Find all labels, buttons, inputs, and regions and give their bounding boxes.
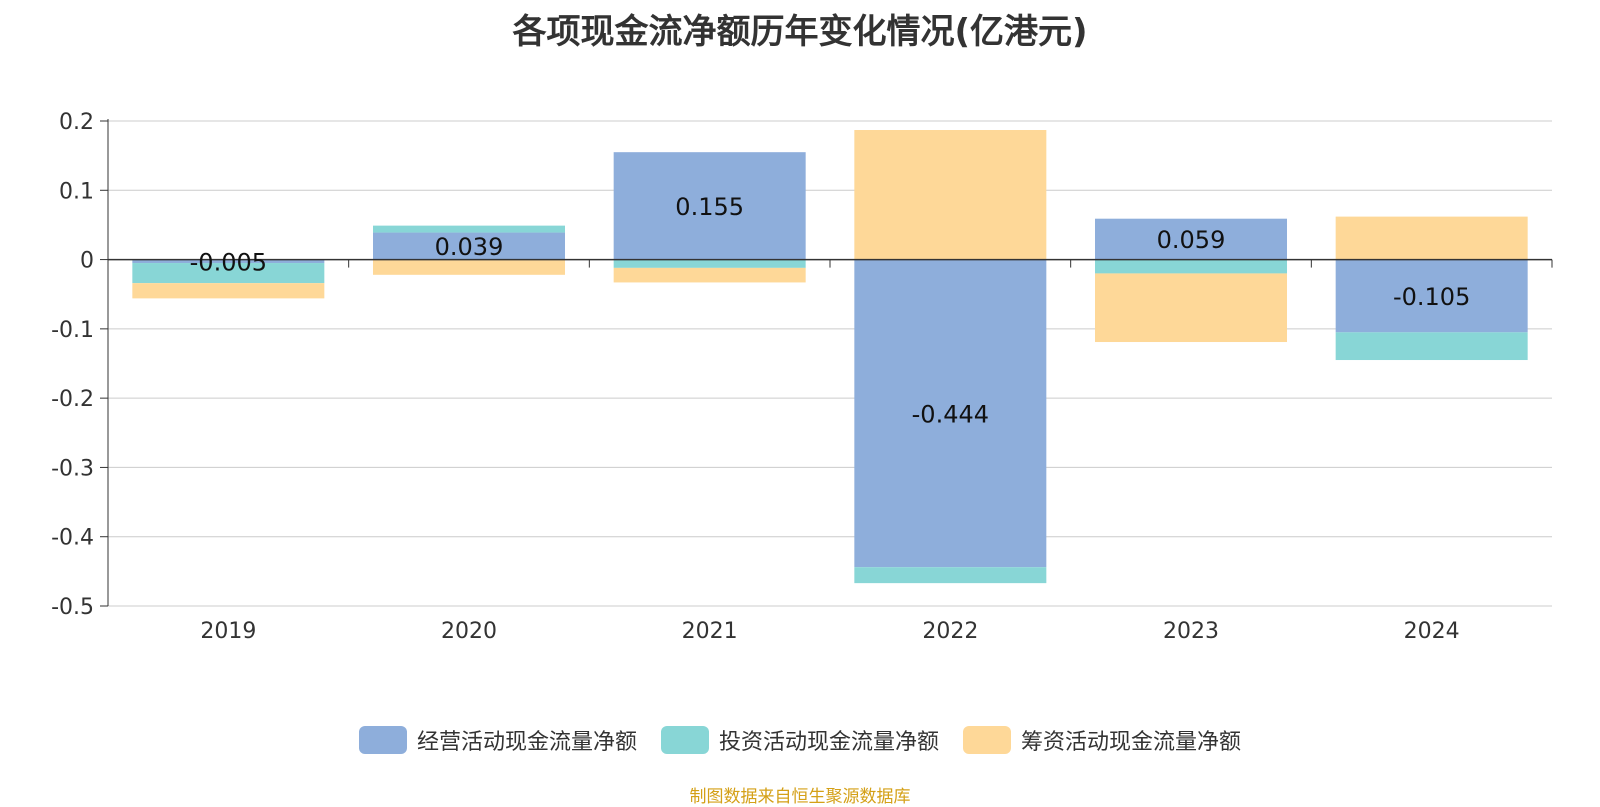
x-tick-label: 2022 — [922, 619, 978, 644]
y-tick-label: -0.2 — [51, 387, 94, 412]
bar-operating-2023 — [1095, 218, 1287, 260]
x-tick-label: 2023 — [1163, 619, 1219, 644]
data-label: -0.444 — [912, 400, 989, 428]
x-tick-label: 2021 — [682, 619, 738, 644]
legend: 经营活动现金流量净额 投资活动现金流量净额 筹资活动现金流量净额 — [0, 724, 1600, 756]
y-tick-label: 0.2 — [59, 110, 94, 135]
bar-investing-2020 — [373, 225, 565, 233]
bar-operating-2020 — [373, 232, 565, 260]
bar-financing-2020 — [373, 259, 565, 275]
data-label: -0.005 — [190, 248, 267, 276]
bar-financing-2019 — [132, 283, 325, 299]
bar-layer — [132, 130, 1528, 584]
grid-layer — [108, 120, 1552, 607]
legend-item-investing[interactable]: 投资活动现金流量净额 — [660, 724, 939, 756]
legend-label-financing: 筹资活动现金流量净额 — [1021, 730, 1242, 755]
x-tick-label: 2019 — [200, 619, 256, 644]
legend-item-operating[interactable]: 经营活动现金流量净额 — [358, 724, 637, 756]
source-note: 制图数据来自恒生聚源数据库 — [689, 787, 911, 807]
axis-layer: 0.2 0.1 0 -0.1 -0.2 -0.3 -0.4 -0.5 2019 2020 2021 2… — [51, 110, 1553, 644]
bar-financing-2024 — [1335, 216, 1528, 260]
bar-operating-2024 — [1335, 259, 1528, 333]
chart-title: 各项现金流净额历年变化情况(亿港元) — [512, 12, 1088, 52]
y-tick-label: -0.4 — [51, 526, 94, 551]
data-label: 0.155 — [675, 193, 744, 221]
bar-financing-2023 — [1095, 273, 1287, 343]
legend-swatch-financing — [963, 726, 1011, 754]
legend-swatch-operating — [358, 726, 407, 754]
bar-investing-2019 — [132, 263, 325, 284]
bar-financing-2021 — [613, 267, 806, 283]
y-tick-label: 0.1 — [59, 179, 94, 204]
label-layer: -0.005 0.039 0.155 -0.444 0.059 -0.105 — [190, 193, 1471, 429]
y-tick-label: -0.5 — [51, 595, 94, 620]
bar-operating-2022 — [854, 259, 1047, 568]
data-label: -0.105 — [1393, 283, 1470, 311]
x-tick-label: 2020 — [441, 619, 497, 644]
bar-operating-2021 — [613, 152, 806, 260]
y-tick-label: 0 — [80, 249, 94, 274]
data-label: 0.059 — [1157, 226, 1226, 254]
bar-investing-2021 — [613, 259, 806, 268]
legend-item-financing[interactable]: 筹资活动现金流量净额 — [963, 724, 1241, 756]
x-tick-label: 2024 — [1404, 619, 1460, 644]
legend-label-operating: 经营活动现金流量净额 — [416, 730, 637, 755]
legend-label-investing: 投资活动现金流量净额 — [718, 730, 939, 755]
bar-investing-2024 — [1335, 332, 1528, 361]
y-tick-label: -0.1 — [51, 318, 94, 343]
bar-investing-2023 — [1095, 259, 1287, 274]
data-label: 0.039 — [435, 233, 504, 261]
bar-financing-2022 — [854, 130, 1047, 260]
y-tick-label: -0.3 — [51, 456, 94, 481]
bar-operating-2019 — [132, 259, 325, 264]
legend-swatch-investing — [660, 726, 709, 754]
bar-investing-2022 — [854, 567, 1047, 584]
